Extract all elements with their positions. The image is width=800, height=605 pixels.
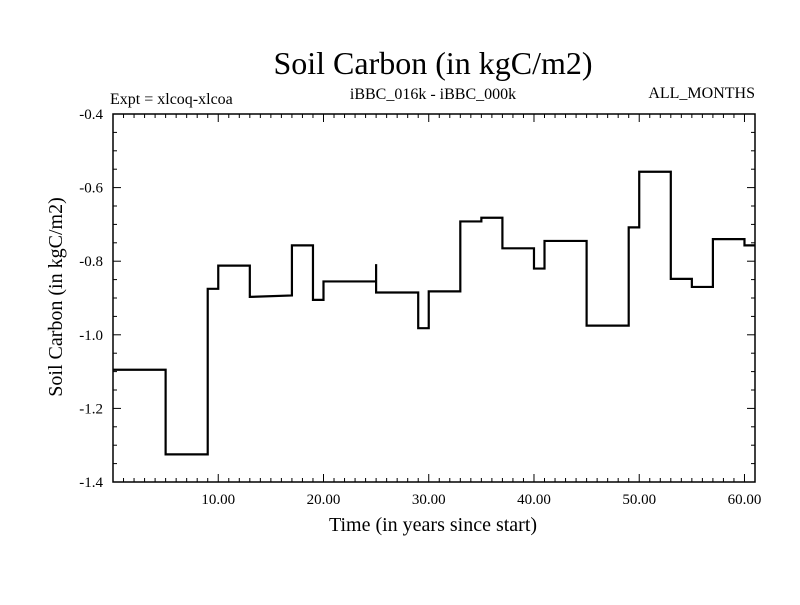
y-axis-label: Soil Carbon (in kgC/m2) — [45, 197, 67, 396]
subtitle-center: iBBC_016k - iBBC_000k — [350, 86, 516, 103]
x-axis-label: Time (in years since start) — [329, 514, 537, 536]
y-tick-label: -1.4 — [79, 475, 103, 491]
x-tick-label: 30.00 — [412, 492, 446, 508]
x-tick-label: 10.00 — [201, 492, 235, 508]
plot-frame — [112, 113, 756, 483]
x-tick-label: 40.00 — [517, 492, 551, 508]
series-group — [113, 170, 755, 456]
y-tick-label: -1.2 — [79, 401, 103, 417]
y-tick-label: -0.8 — [79, 254, 103, 270]
x-tick-label: 50.00 — [622, 492, 656, 508]
x-tick-label: 20.00 — [307, 492, 341, 508]
subtitle-right: ALL_MONTHS — [648, 85, 755, 102]
x-tick-label: 60.00 — [728, 492, 762, 508]
series-line — [113, 170, 755, 456]
chart-title: Soil Carbon (in kgC/m2) — [273, 45, 592, 81]
subtitle-left: Expt = xlcoq-xlcoa — [110, 91, 233, 108]
y-tick-label: -0.4 — [79, 107, 103, 123]
y-tick-label: -1.0 — [79, 328, 103, 344]
axis-ticks: 10.00 20.00 30.00 40.00 50.00 60.00 -1.4 -1.2 -1… — [79, 107, 761, 508]
y-tick-label: -0.6 — [79, 181, 103, 197]
